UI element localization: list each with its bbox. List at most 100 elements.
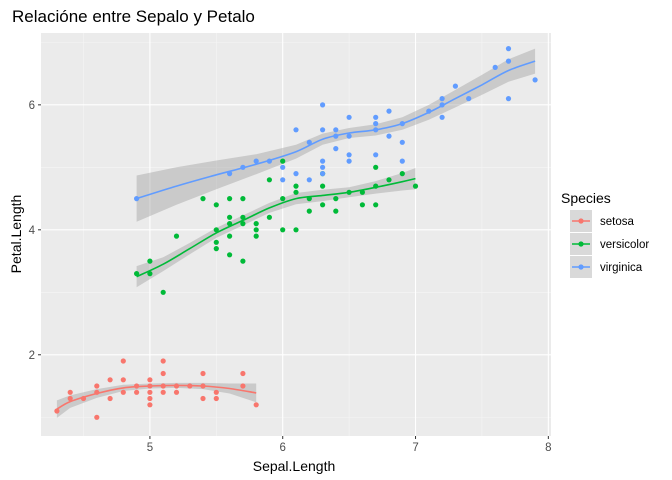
data-point-versicolor (373, 202, 379, 208)
data-point-versicolor (147, 271, 153, 277)
data-point-virginica (346, 114, 352, 120)
data-point-versicolor (253, 233, 259, 239)
legend-title: Species (561, 190, 611, 206)
data-point-versicolor (227, 196, 233, 202)
data-point-setosa (160, 370, 166, 377)
legend: Species setosa versicolor virginica (561, 190, 649, 278)
y-tick-label: 6 (29, 100, 35, 112)
data-point-virginica (333, 146, 339, 152)
legend-key-point-virginica (578, 264, 584, 270)
data-point-virginica (373, 152, 379, 158)
data-point-virginica (492, 64, 498, 70)
data-point-versicolor (227, 221, 233, 227)
data-point-versicolor (333, 196, 339, 202)
data-point-setosa (94, 383, 100, 389)
data-point-versicolor (227, 233, 233, 239)
data-point-virginica (320, 171, 326, 177)
data-point-versicolor (227, 252, 233, 258)
data-point-versicolor (200, 196, 206, 202)
x-tick-label: 6 (280, 442, 286, 454)
data-point-versicolor (333, 208, 339, 214)
data-point-versicolor (173, 233, 180, 239)
data-point-versicolor (386, 177, 392, 183)
data-point-versicolor (293, 189, 299, 195)
data-point-setosa (147, 377, 153, 383)
data-point-versicolor (280, 158, 286, 164)
x-axis-ticks: 5 6 7 8 (147, 436, 552, 454)
data-point-versicolor (253, 227, 259, 233)
data-point-setosa (120, 377, 126, 383)
data-point-versicolor (320, 202, 326, 208)
data-point-virginica (293, 127, 299, 133)
data-point-virginica (505, 46, 512, 52)
data-point-virginica (532, 77, 538, 83)
data-point-virginica (452, 83, 458, 89)
legend-key-point-versicolor (578, 241, 584, 247)
data-point-versicolor (253, 221, 259, 227)
data-point-versicolor (240, 196, 246, 202)
data-point-virginica (373, 121, 379, 127)
y-axis-title: Petal.Length (8, 195, 24, 274)
data-point-setosa (213, 389, 219, 395)
data-point-virginica (346, 158, 352, 164)
legend-label-setosa: setosa (600, 216, 634, 228)
data-point-versicolor (412, 183, 419, 189)
data-point-setosa (54, 408, 60, 414)
data-point-versicolor (240, 258, 246, 264)
data-point-setosa (213, 395, 219, 402)
data-point-virginica (306, 139, 312, 145)
y-tick-label: 2 (29, 350, 35, 362)
legend-key-point-setosa (578, 218, 584, 224)
data-point-setosa (160, 358, 166, 364)
x-axis-title: Sepal.Length (253, 458, 336, 474)
legend-label-versicolor: versicolor (600, 239, 649, 251)
data-point-versicolor (320, 183, 326, 189)
data-point-virginica (320, 158, 326, 164)
data-point-virginica (399, 139, 405, 145)
data-point-setosa (107, 395, 113, 402)
y-axis-ticks: 2 4 6 (29, 100, 41, 362)
data-point-virginica (280, 164, 286, 170)
data-point-virginica (505, 58, 512, 64)
data-point-setosa (107, 377, 113, 383)
data-point-virginica (505, 96, 512, 102)
data-point-versicolor (266, 214, 272, 220)
data-point-versicolor (293, 227, 299, 233)
data-point-versicolor (213, 239, 219, 245)
data-point-setosa (67, 389, 73, 395)
data-point-virginica (386, 133, 392, 139)
data-point-versicolor (213, 202, 219, 208)
plot-panel (41, 33, 551, 436)
data-point-virginica (320, 102, 326, 108)
data-point-virginica (439, 114, 445, 120)
data-point-setosa (147, 395, 153, 402)
data-point-versicolor (280, 227, 286, 233)
smooth-line-setosa (56, 384, 257, 410)
data-point-versicolor (240, 214, 246, 220)
data-point-virginica (293, 171, 299, 177)
data-point-virginica (386, 108, 392, 114)
legend-label-virginica: virginica (600, 262, 643, 274)
data-point-setosa (147, 402, 153, 408)
data-point-virginica (373, 114, 379, 120)
data-point-setosa (134, 389, 140, 395)
data-point-virginica (346, 133, 352, 139)
data-point-setosa (67, 395, 73, 402)
smooth-line-virginica (136, 60, 536, 200)
data-point-setosa (147, 389, 153, 395)
data-point-virginica (320, 164, 326, 170)
data-point-versicolor (399, 171, 405, 177)
data-point-setosa (253, 402, 259, 408)
data-point-setosa (173, 389, 180, 395)
data-point-versicolor (147, 258, 153, 264)
x-tick-label: 8 (545, 442, 551, 454)
data-point-versicolor (227, 214, 233, 220)
data-point-virginica (399, 158, 405, 164)
data-point-versicolor (280, 196, 286, 202)
smooth-line-versicolor (136, 177, 416, 278)
data-point-setosa (240, 370, 246, 377)
chart-title: Relacióne entre Sepalo y Petalo (12, 7, 255, 26)
data-point-setosa (120, 389, 126, 395)
data-point-virginica (439, 96, 445, 102)
